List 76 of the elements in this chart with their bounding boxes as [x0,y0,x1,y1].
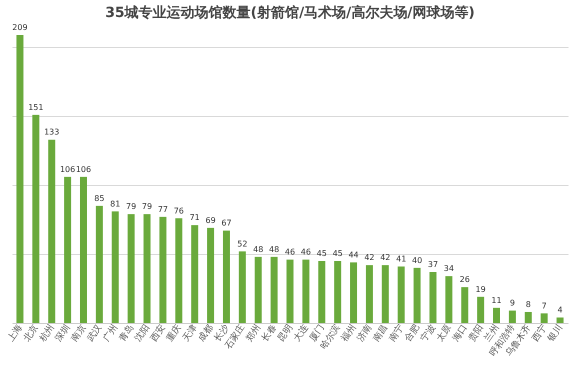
data-label: 26 [460,275,470,284]
data-label: 209 [12,23,28,32]
bar [477,296,484,323]
data-label: 40 [412,256,422,265]
x-tick-label: 南宁 [386,322,406,344]
data-label: 19 [476,284,486,294]
bar [254,256,262,323]
data-label: 76 [174,206,184,216]
data-label: 9 [510,298,515,308]
x-tick-label: 昆明 [276,322,295,344]
data-label: 133 [44,128,60,137]
bar [286,260,294,323]
data-label: 81 [110,199,120,208]
bar [80,176,87,323]
bar [159,216,166,323]
bar [175,218,182,323]
data-label: 8 [526,300,531,309]
bar [238,251,246,323]
bar [48,140,56,323]
bar [191,225,198,323]
bar [556,317,564,323]
data-label: 4 [558,305,563,314]
bar [144,214,151,323]
bar [350,262,358,323]
chart-title: 35城专业运动场馆数量(射箭馆/马术场/高尔夫场/网球场等) [105,4,475,21]
data-label: 77 [158,204,168,214]
bar [128,214,135,323]
bar [270,256,278,323]
data-label: 45 [332,248,343,258]
data-label: 44 [348,250,359,260]
bar [445,276,452,323]
x-tick-label: 福州 [339,322,358,344]
x-tick-label: 银川 [545,322,565,345]
bar [32,114,40,323]
bar [429,272,436,323]
data-label: 37 [428,260,438,270]
bar [540,313,548,323]
data-label: 67 [221,218,232,228]
data-label: 7 [542,301,547,310]
bar [96,206,103,323]
data-label: 71 [190,213,200,222]
bar [334,260,342,323]
data-label: 48 [253,244,264,254]
data-label: 46 [300,248,311,257]
data-label: 69 [205,216,216,225]
bar [366,265,373,323]
bar [414,268,421,323]
data-label: 106 [60,164,76,174]
x-tick-label: 郑州 [244,322,264,344]
bar [207,228,214,323]
data-label: 46 [284,248,296,257]
data-label: 52 [237,239,248,248]
bar [112,211,119,323]
bar [493,308,500,323]
data-label: 42 [364,253,375,262]
data-label: 106 [76,164,92,174]
bar [16,35,24,323]
data-label: 85 [94,194,104,203]
data-label: 79 [142,202,152,212]
bar [398,266,405,323]
bar [302,260,310,323]
bar [318,260,326,323]
data-label: 41 [396,254,406,264]
data-label: 151 [28,102,44,112]
bar [222,230,230,323]
data-label: 42 [380,253,390,262]
data-label: 34 [444,264,454,274]
data-label: 79 [126,202,136,212]
bar [64,176,72,323]
data-label: 45 [316,248,327,258]
bar [508,310,516,323]
bar [524,312,532,323]
data-label: 11 [491,296,502,305]
data-label: 48 [269,244,280,254]
bar [382,265,389,323]
bar [461,287,468,323]
